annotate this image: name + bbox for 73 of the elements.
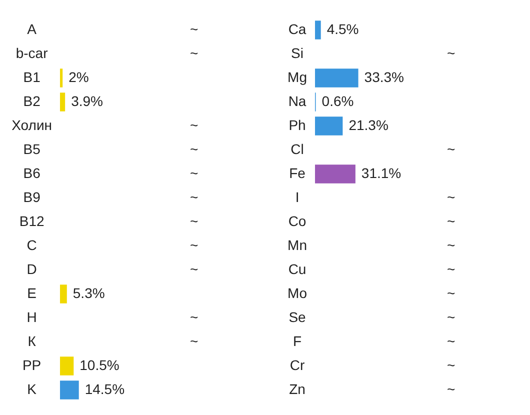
text: ~ — [447, 212, 456, 229]
data-label: 14.5% — [84, 380, 125, 397]
data-label: 4.5% — [326, 20, 359, 37]
y-tick-label: Ca — [288, 20, 306, 37]
text: ~ — [190, 140, 198, 157]
text: ~ — [190, 44, 198, 61]
y-tick-label: C — [26, 236, 37, 253]
text: ~ — [190, 188, 198, 205]
text: ~ — [447, 236, 456, 253]
text: ~ — [190, 236, 198, 253]
text: ~ — [190, 332, 198, 349]
y-tick-label: I — [295, 188, 300, 205]
text: ~ — [190, 308, 198, 325]
y-tick-label: Cu — [288, 260, 306, 277]
y-tick-label: Se — [288, 308, 306, 325]
text: ~ — [190, 20, 198, 37]
text: ~ — [447, 188, 456, 205]
y-tick-label: Холин — [12, 116, 52, 133]
text: ~ — [447, 44, 456, 61]
text: ~ — [190, 164, 198, 181]
y-tick-label: Ph — [288, 116, 306, 133]
data-label: 0.6% — [322, 92, 354, 109]
data-label: 10.5% — [80, 356, 120, 373]
y-tick-label: Si — [291, 44, 304, 61]
bar — [315, 68, 358, 88]
bar — [315, 20, 321, 40]
text: ~ — [447, 140, 456, 157]
y-tick-label: Cr — [290, 356, 305, 373]
y-tick-label: Mo — [288, 284, 308, 301]
y-tick-label: A — [27, 20, 38, 37]
data-label: 2% — [68, 68, 89, 85]
text: ~ — [447, 308, 456, 325]
y-tick-label: K — [27, 380, 38, 397]
y-tick-label: Mg — [288, 68, 307, 85]
data-label: 3.9% — [71, 92, 103, 109]
y-tick-label: D — [26, 260, 37, 277]
y-tick-label: Zn — [289, 380, 306, 397]
y-tick-label: B2 — [23, 92, 41, 109]
y-tick-label: B9 — [23, 188, 41, 205]
y-tick-label: B1 — [23, 68, 41, 85]
y-tick-label: Mn — [288, 236, 307, 253]
y-tick-label: H — [26, 308, 37, 325]
text: ~ — [447, 356, 456, 373]
bar — [60, 68, 63, 88]
bar — [315, 164, 356, 184]
data-label: 21.3% — [348, 116, 388, 133]
y-tick-label: Cl — [290, 140, 304, 157]
data-label: 5.3% — [72, 284, 105, 301]
y-tick-label: Fe — [289, 164, 306, 181]
bar — [60, 356, 74, 376]
text: ~ — [447, 332, 456, 349]
y-tick-label: B12 — [19, 212, 44, 229]
data-label: 33.3% — [364, 68, 404, 85]
text: ~ — [447, 380, 456, 397]
text: ~ — [190, 260, 198, 277]
data-label: 31.1% — [361, 164, 402, 181]
y-tick-label: B6 — [23, 164, 41, 181]
text: ~ — [190, 212, 198, 229]
y-tick-label: PP — [22, 356, 42, 373]
y-tick-label: Na — [288, 92, 306, 109]
text: ~ — [447, 260, 456, 277]
y-tick-label: Co — [288, 212, 306, 229]
text: ~ — [447, 284, 456, 301]
y-tick-label: b-car — [16, 44, 48, 61]
y-tick-label: F — [292, 332, 302, 349]
y-tick-label: К — [28, 332, 37, 349]
text: ~ — [190, 116, 198, 133]
bar — [60, 92, 66, 112]
y-tick-label: B5 — [23, 140, 41, 157]
bar — [60, 380, 79, 400]
bar — [315, 116, 343, 136]
y-tick-label: E — [27, 284, 36, 301]
bar — [60, 284, 67, 304]
